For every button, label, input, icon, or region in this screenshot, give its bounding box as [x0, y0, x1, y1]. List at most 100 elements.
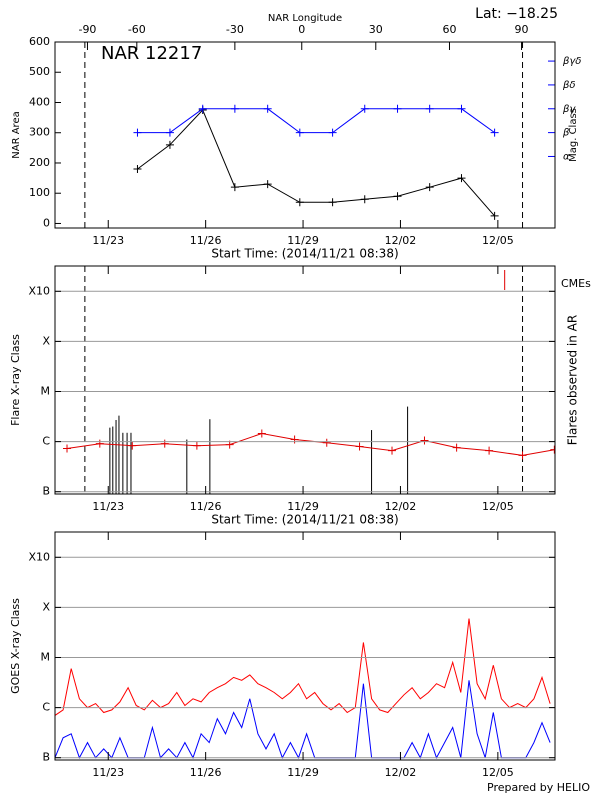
y-tick-label: 0 [43, 216, 50, 229]
marker [490, 211, 499, 220]
marker [230, 104, 239, 113]
marker [295, 128, 304, 137]
y-axis-label: Flare X-ray Class [9, 334, 22, 426]
y-tick-label: 500 [29, 65, 50, 78]
y-tick-label: X [42, 600, 50, 613]
y2-tick-label: βδ [562, 80, 576, 91]
frame [54, 41, 556, 229]
marker [198, 104, 207, 113]
marker [230, 183, 239, 192]
marker [165, 128, 174, 137]
y-tick-label: 600 [29, 35, 50, 48]
y-tick-label: 200 [29, 156, 50, 169]
y-tick-label: X [42, 334, 50, 347]
x2-tick-label: 60 [442, 23, 456, 36]
marker [388, 446, 397, 455]
series-line [55, 618, 551, 716]
marker [420, 436, 429, 445]
y-tick-label: M [41, 385, 51, 398]
marker [452, 443, 461, 452]
x2-tick-label: -60 [128, 23, 146, 36]
y2-tick-label: α [563, 151, 570, 162]
y-tick-label: 400 [29, 95, 50, 108]
y-tick-label: 300 [29, 126, 50, 139]
marker [63, 444, 72, 453]
y-axis-label: NAR Area [11, 111, 22, 158]
x-tick-label: 12/05 [482, 766, 514, 779]
marker [95, 439, 104, 448]
footer: Prepared by HELIO [487, 781, 590, 794]
x2-tick-label: 90 [515, 23, 529, 36]
x-tick-label: 11/29 [287, 234, 319, 247]
marker [290, 435, 299, 444]
series-line [137, 109, 495, 217]
series-line [137, 108, 495, 134]
y-tick-label: 100 [29, 186, 50, 199]
marker [457, 174, 466, 183]
marker [393, 104, 402, 113]
marker [393, 192, 402, 201]
x2-tick-label: -30 [226, 23, 244, 36]
cme-label: CMEs [561, 277, 591, 290]
x-tick-label: 11/26 [190, 500, 222, 513]
marker [133, 165, 142, 174]
marker [160, 439, 169, 448]
marker [133, 128, 142, 137]
marker [360, 104, 369, 113]
x-tick-label: 11/23 [92, 500, 124, 513]
series-line [66, 432, 555, 456]
frame [54, 531, 556, 761]
marker [257, 429, 266, 438]
plot-area [63, 266, 555, 494]
marker [425, 104, 434, 113]
x-tick-label: 12/02 [385, 766, 417, 779]
marker [328, 128, 337, 137]
x-axis-label: Start Time: (2014/11/21 08:38) [211, 513, 398, 527]
y-tick-label: X10 [28, 550, 50, 563]
y-tick-label: C [42, 701, 50, 714]
y-tick-label: B [42, 751, 50, 764]
plot-area [84, 42, 524, 228]
marker [518, 451, 527, 460]
y-tick-label: X10 [28, 284, 50, 297]
marker [192, 441, 201, 450]
frame [54, 265, 556, 495]
x-tick-label: 11/29 [287, 500, 319, 513]
corner-label: Lat: −18.25 [475, 6, 558, 22]
panel-title: NAR 12217 [101, 43, 202, 64]
x-tick-label: 12/05 [482, 500, 514, 513]
x2-tick-label: 30 [369, 23, 383, 36]
marker [165, 140, 174, 149]
x-tick-label: 11/26 [190, 234, 222, 247]
x-tick-label: 11/23 [92, 766, 124, 779]
plot-area [55, 618, 551, 759]
marker [295, 198, 304, 207]
marker [360, 195, 369, 204]
marker [425, 183, 434, 192]
x2-axis-label: NAR Longitude [268, 13, 342, 24]
marker [355, 442, 364, 451]
y2-axis-label: Mag. Class [568, 108, 579, 162]
marker [328, 198, 337, 207]
marker [263, 180, 272, 189]
marker [457, 104, 466, 113]
x-tick-label: 11/29 [287, 766, 319, 779]
marker [128, 441, 137, 450]
y2-tick-label: βγ [562, 104, 576, 115]
marker [485, 446, 494, 455]
x-tick-label: 11/23 [92, 234, 124, 247]
x-axis-label: Start Time: (2014/11/21 08:38) [211, 247, 398, 261]
y-axis-label: GOES X-ray Class [9, 598, 22, 694]
x-tick-label: 12/05 [482, 234, 514, 247]
y2-axis-label: Flares observed in AR [566, 315, 580, 445]
marker [550, 445, 555, 454]
x-tick-label: 11/26 [190, 766, 222, 779]
x-tick-label: 12/02 [385, 234, 417, 247]
y-tick-label: B [42, 485, 50, 498]
y2-tick-label: βγδ [562, 56, 581, 67]
marker [490, 128, 499, 137]
x2-tick-label: -90 [78, 23, 96, 36]
x2-tick-label: 0 [298, 23, 305, 36]
y-tick-label: M [41, 651, 51, 664]
